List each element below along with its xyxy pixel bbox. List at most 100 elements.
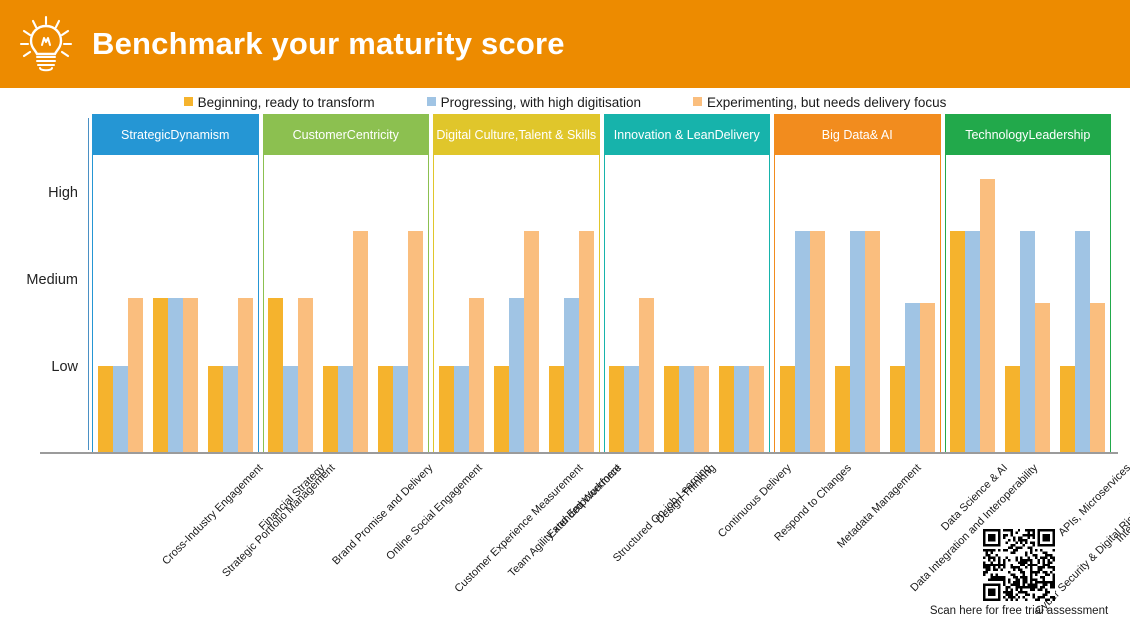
bar-cluster <box>609 155 655 453</box>
chart-group-body <box>264 155 429 453</box>
bar-cluster <box>493 155 539 453</box>
bar <box>1005 366 1021 453</box>
bar <box>453 366 469 453</box>
bar <box>624 366 640 453</box>
bar <box>523 231 539 453</box>
chart-legend: Beginning, ready to transform Progressing… <box>0 90 1130 114</box>
chart-group-header-line: Technology <box>965 128 1029 142</box>
bar <box>679 366 695 453</box>
bar-cluster <box>950 155 996 453</box>
bar <box>734 366 750 453</box>
bar <box>639 298 655 453</box>
bar <box>338 366 354 453</box>
chart-group-header: Technology Leadership <box>945 115 1110 155</box>
x-axis-tick-label-text: Financial Strategy <box>256 462 328 533</box>
chart-area: Low Medium High Strategic Dynamism Customer C… <box>0 114 1130 454</box>
chart-group-header-line: Innovation & Lean <box>613 128 715 142</box>
bar <box>834 366 850 453</box>
bar-cluster <box>378 155 424 453</box>
bar-cluster <box>548 155 594 453</box>
page-header: Benchmark your maturity score <box>0 0 1130 88</box>
bar <box>980 179 996 453</box>
chart-group-header-line: Customer <box>292 128 347 142</box>
bar <box>1020 231 1036 453</box>
bar <box>97 366 113 453</box>
legend-label: Progressing, with high digitisation <box>440 94 642 110</box>
chart-group-body <box>434 155 599 453</box>
bar <box>1035 303 1051 453</box>
qr-block[interactable]: Scan here for free trial assessment <box>924 529 1114 617</box>
bar-cluster <box>1005 155 1051 453</box>
chart-group-body <box>605 155 770 453</box>
bar <box>1075 231 1091 453</box>
page-title: Benchmark your maturity score <box>92 26 565 61</box>
bar <box>127 298 143 453</box>
bar <box>493 366 509 453</box>
y-axis-tick-label: Low <box>51 359 78 376</box>
bar <box>323 366 339 453</box>
bar <box>779 366 795 453</box>
chart-group: Technology Leadership <box>944 114 1111 454</box>
bar-cluster <box>268 155 314 453</box>
bar <box>548 366 564 453</box>
x-axis-baseline <box>40 452 1118 454</box>
chart-group-header-line: & AI <box>869 128 893 142</box>
bar <box>749 366 765 453</box>
bar-cluster <box>834 155 880 453</box>
chart-group: Strategic Dynamism <box>92 114 259 454</box>
chart-group-body <box>93 155 258 453</box>
bar <box>889 366 905 453</box>
bar <box>298 298 314 453</box>
bar <box>508 298 524 453</box>
bar <box>438 366 454 453</box>
legend-item: Beginning, ready to transform <box>183 94 375 110</box>
bar <box>378 366 394 453</box>
y-axis: Low Medium High <box>0 114 88 454</box>
bar-cluster <box>719 155 765 453</box>
y-axis-tick-label: High <box>48 185 78 202</box>
bar <box>112 366 128 453</box>
legend-item: Experimenting, but needs delivery focus <box>693 95 946 110</box>
chart-group-header: Innovation & Lean Delivery <box>604 115 769 155</box>
bar <box>468 298 484 453</box>
bar <box>268 298 284 453</box>
bar <box>809 231 825 453</box>
bar <box>563 298 579 453</box>
chart-group: Customer Centricity <box>262 114 429 454</box>
chart-group-body <box>775 155 940 453</box>
bar <box>152 298 168 453</box>
bar <box>1090 303 1106 453</box>
legend-swatch-icon <box>693 97 703 106</box>
bar-cluster <box>438 155 484 453</box>
legend-swatch-icon <box>183 97 193 106</box>
chart-group-header-line: Leadership <box>1028 128 1091 142</box>
bar <box>919 303 935 453</box>
y-axis-line <box>88 118 89 450</box>
bar <box>864 231 880 453</box>
bar-cluster <box>889 155 935 453</box>
x-axis-tick-label-text: Brand Promise and Delivery <box>330 462 436 568</box>
legend-label: Beginning, ready to transform <box>197 94 375 110</box>
bar-cluster <box>152 155 198 453</box>
plot-groups: Strategic Dynamism Customer Centricity Digit… <box>92 114 1111 454</box>
bar <box>664 366 680 453</box>
bar <box>207 366 223 453</box>
chart-group-header-line: Big Data <box>821 128 870 142</box>
legend-swatch-icon <box>426 97 436 106</box>
bar <box>353 231 369 453</box>
chart-group-header: Digital Culture, Talent & Skills <box>434 115 599 155</box>
qr-code-icon[interactable] <box>983 529 1055 601</box>
bar <box>794 231 810 453</box>
chart-group-header: Strategic Dynamism <box>93 115 258 155</box>
bar <box>950 231 966 453</box>
qr-caption: Scan here for free trial assessment <box>929 605 1109 617</box>
bar <box>965 231 981 453</box>
bar-cluster <box>323 155 369 453</box>
bar <box>408 231 424 453</box>
chart-group: Big Data & AI <box>774 114 941 454</box>
y-axis-tick-label: Medium <box>26 272 78 289</box>
bar <box>237 298 253 453</box>
chart-group-header-line: Centricity <box>346 128 399 142</box>
bar <box>904 303 920 453</box>
bar-cluster <box>664 155 710 453</box>
